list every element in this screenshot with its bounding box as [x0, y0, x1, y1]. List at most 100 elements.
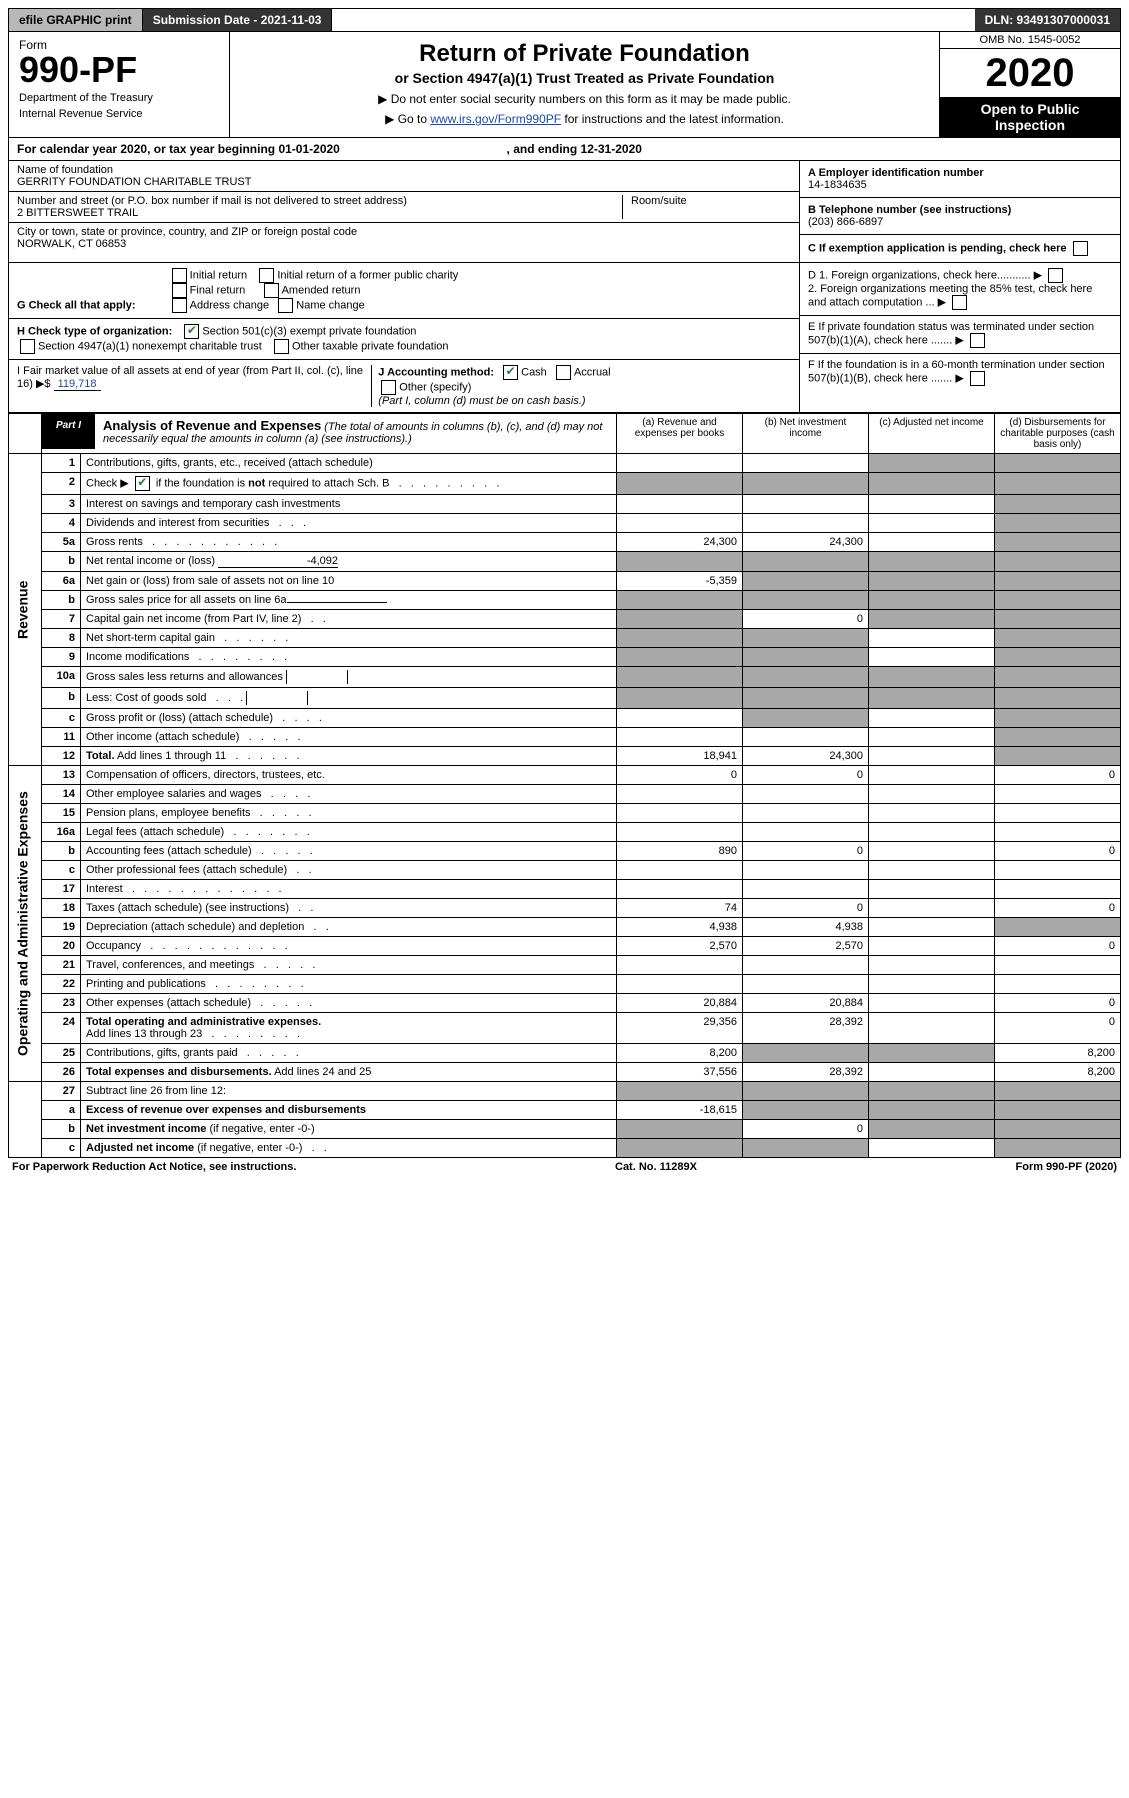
value-cell — [743, 572, 869, 591]
e-checkbox[interactable] — [970, 333, 985, 348]
value-cell — [869, 688, 995, 709]
j-note: (Part I, column (d) must be on cash basi… — [378, 395, 585, 407]
part1-table: Part I Analysis of Revenue and Expenses … — [8, 413, 1121, 1158]
value-cell — [995, 1101, 1121, 1120]
value-cell — [869, 473, 995, 495]
line-number: 27 — [42, 1082, 81, 1101]
table-row: cGross profit or (loss) (attach schedule… — [9, 709, 1121, 728]
value-cell — [743, 1101, 869, 1120]
h-other-checkbox[interactable] — [274, 339, 289, 354]
value-cell: 24,300 — [743, 747, 869, 766]
value-cell — [743, 975, 869, 994]
j-cell: J Accounting method: Cash Accrual Other … — [372, 365, 791, 407]
line-description: Total operating and administrative expen… — [81, 1013, 617, 1044]
f-checkbox[interactable] — [970, 371, 985, 386]
value-cell — [743, 956, 869, 975]
value-cell — [617, 785, 743, 804]
table-row: 17Interest . . . . . . . . . . . . . — [9, 880, 1121, 899]
dept-treasury: Department of the Treasury — [19, 92, 219, 104]
j-accrual-checkbox[interactable] — [556, 365, 571, 380]
efile-print-button[interactable]: efile GRAPHIC print — [9, 9, 143, 31]
value-cell — [869, 785, 995, 804]
value-cell — [743, 861, 869, 880]
col-d-header: (d) Disbursements for charitable purpose… — [995, 414, 1121, 454]
value-cell — [995, 591, 1121, 610]
line-description: Gross profit or (loss) (attach schedule)… — [81, 709, 617, 728]
line-number: 25 — [42, 1044, 81, 1063]
value-cell: 0 — [995, 994, 1121, 1013]
h-501c3-checkbox[interactable] — [184, 324, 199, 339]
d1-label: D 1. Foreign organizations, check here..… — [808, 269, 1031, 281]
d2-checkbox[interactable] — [952, 295, 967, 310]
table-row: 7Capital gain net income (from Part IV, … — [9, 610, 1121, 629]
value-cell — [617, 591, 743, 610]
line-description: Net rental income or (loss) -4,092 — [81, 552, 617, 572]
line-description: Check ▶ if the foundation is not require… — [81, 473, 617, 495]
table-row: 8Net short-term capital gain . . . . . . — [9, 629, 1121, 648]
value-cell — [869, 1044, 995, 1063]
g-address: Address change — [190, 299, 270, 311]
table-row: 16aLegal fees (attach schedule) . . . . … — [9, 823, 1121, 842]
line-number: 19 — [42, 918, 81, 937]
d1-checkbox[interactable] — [1048, 268, 1063, 283]
table-row: 9Income modifications . . . . . . . . — [9, 648, 1121, 667]
value-cell: 0 — [743, 766, 869, 785]
j-other: Other (specify) — [399, 381, 471, 393]
dln-label: DLN: 93491307000031 — [975, 9, 1120, 31]
line-number: 17 — [42, 880, 81, 899]
line-number: b — [42, 688, 81, 709]
value-cell — [617, 473, 743, 495]
line-number: 11 — [42, 728, 81, 747]
value-cell: 0 — [995, 842, 1121, 861]
line-description: Accounting fees (attach schedule) . . . … — [81, 842, 617, 861]
value-cell — [869, 514, 995, 533]
value-cell — [869, 804, 995, 823]
d2-arrow: ▶ — [938, 296, 946, 308]
cal-end: 12-31-2020 — [581, 142, 642, 156]
phone-cell: B Telephone number (see instructions) (2… — [800, 198, 1120, 235]
j-cash-checkbox[interactable] — [503, 365, 518, 380]
value-cell — [995, 629, 1121, 648]
value-cell — [617, 861, 743, 880]
value-cell: 0 — [995, 1013, 1121, 1044]
value-cell — [743, 1139, 869, 1158]
value-cell: 8,200 — [617, 1044, 743, 1063]
top-bar: efile GRAPHIC print Submission Date - 20… — [8, 8, 1121, 32]
value-cell — [869, 899, 995, 918]
value-cell — [743, 648, 869, 667]
value-cell: 0 — [743, 610, 869, 629]
g-initial-former-checkbox[interactable] — [259, 268, 274, 283]
line-description: Income modifications . . . . . . . . — [81, 648, 617, 667]
h-4947-checkbox[interactable] — [20, 339, 35, 354]
value-cell: 4,938 — [743, 918, 869, 937]
value-cell — [869, 610, 995, 629]
g-name-checkbox[interactable] — [278, 298, 293, 313]
part1-title: Analysis of Revenue and Expenses (The to… — [95, 414, 616, 449]
sch-b-checkbox[interactable] — [135, 476, 150, 491]
value-cell: 2,570 — [617, 937, 743, 956]
j-other-checkbox[interactable] — [381, 380, 396, 395]
g-final-checkbox[interactable] — [172, 283, 187, 298]
g-address-checkbox[interactable] — [172, 298, 187, 313]
table-row: 15Pension plans, employee benefits . . .… — [9, 804, 1121, 823]
g-initial-return-checkbox[interactable] — [172, 268, 187, 283]
cal-pre: For calendar year 2020, or tax year begi… — [17, 142, 278, 156]
name-label: Name of foundation — [17, 164, 791, 176]
value-cell — [869, 747, 995, 766]
c-checkbox[interactable] — [1073, 241, 1088, 256]
part1-header-cell: Part I Analysis of Revenue and Expenses … — [42, 414, 617, 454]
irs-link[interactable]: www.irs.gov/Form990PF — [430, 112, 561, 126]
value-cell — [743, 591, 869, 610]
line-description: Total expenses and disbursements. Add li… — [81, 1063, 617, 1082]
value-cell — [743, 1044, 869, 1063]
submission-date: Submission Date - 2021-11-03 — [143, 9, 333, 31]
value-cell — [743, 667, 869, 688]
line-number: 6a — [42, 572, 81, 591]
open-public-banner: Open to Public Inspection — [940, 97, 1120, 137]
g-amended-checkbox[interactable] — [264, 283, 279, 298]
line-description: Other employee salaries and wages . . . … — [81, 785, 617, 804]
value-cell: 24,300 — [617, 533, 743, 552]
g-final: Final return — [190, 284, 246, 296]
j-label: J Accounting method: — [378, 366, 494, 378]
line-number: 2 — [42, 473, 81, 495]
